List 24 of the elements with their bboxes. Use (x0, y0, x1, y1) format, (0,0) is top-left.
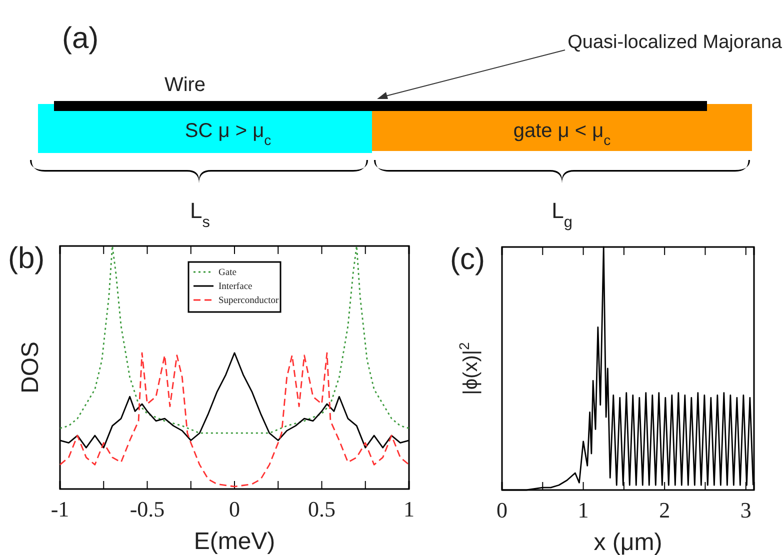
legend-label: Interface (218, 282, 252, 292)
text: L$_{g}$ (552, 198, 572, 230)
text: SC μ > μ$_{c}$ (184, 120, 272, 148)
x-tick-label: 0.5 (308, 496, 336, 522)
x-tick-label: 1 (578, 498, 589, 523)
text: (a) (62, 22, 99, 55)
x-tick-label: 0 (496, 498, 508, 523)
x-tick-label: 1 (404, 496, 414, 522)
legend-label: Superconductor (218, 296, 280, 306)
legend-label: Gate (218, 268, 236, 278)
text: Quasi-localized Majorana (568, 32, 782, 53)
x-tick-label: 3 (740, 498, 752, 523)
text: Wire (164, 74, 206, 96)
x-axis-title: x (μm) (594, 529, 662, 555)
x-tick-label: 0 (229, 496, 240, 522)
x-tick-label: -0.5 (130, 496, 165, 522)
x-tick-label: -1 (50, 496, 70, 522)
x-tick-label: 2 (659, 498, 670, 523)
x-axis-title: E(meV) (194, 528, 276, 555)
chart-title: (b) (8, 242, 45, 275)
text: L$_{s}$ (190, 198, 210, 230)
text: gate μ < μ$_{c}$ (513, 120, 611, 148)
chart-title: (c) (450, 243, 485, 276)
y-axis-title: DOS (17, 341, 44, 394)
